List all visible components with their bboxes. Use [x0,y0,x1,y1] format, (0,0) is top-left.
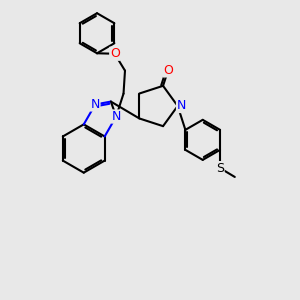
Text: N: N [112,110,121,123]
Text: O: O [163,64,173,77]
Text: O: O [110,47,120,60]
Text: N: N [176,100,186,112]
Text: S: S [216,162,224,175]
Text: N: N [91,98,100,111]
